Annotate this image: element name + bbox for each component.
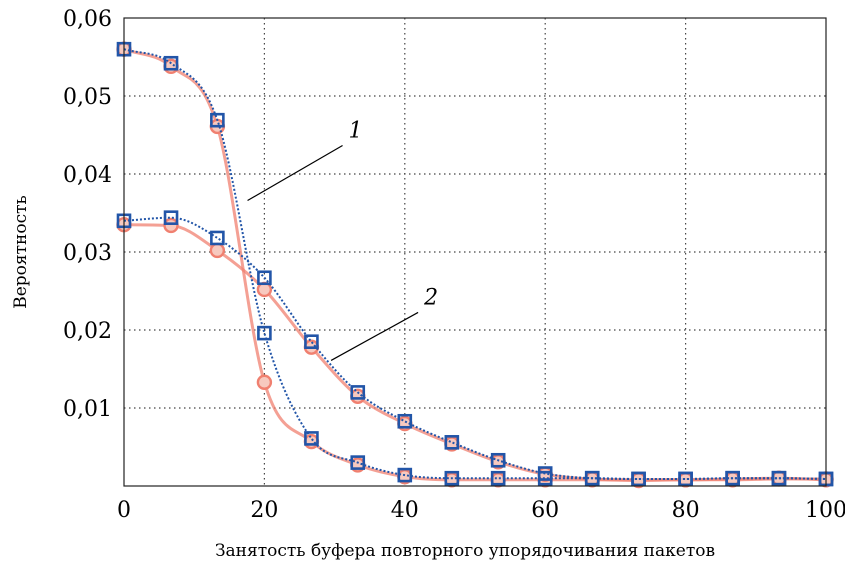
y-tick-label: 0,05 xyxy=(63,85,112,110)
series-line xyxy=(123,216,827,480)
data-point-square xyxy=(444,435,460,450)
data-point-square xyxy=(537,466,553,481)
plot-frame xyxy=(123,17,827,487)
curve-label-1: 1 xyxy=(349,119,363,144)
y-tick-label: 0,01 xyxy=(63,397,112,422)
series-curve-1-blue xyxy=(116,41,834,487)
data-point-square xyxy=(163,210,179,225)
data-point-circle xyxy=(350,388,366,404)
x-tick-label: 60 xyxy=(531,498,559,523)
x-tick-label: 40 xyxy=(391,498,419,523)
data-point-square xyxy=(210,230,225,246)
tick-layer: 0 20 40 60 80 100 0,01 0,02 0,03 0,04 0,05 0,06 xyxy=(63,7,845,523)
x-axis-label: Занятость буфера повторного упорядочиван… xyxy=(215,541,715,561)
annotation-leader-line xyxy=(247,145,343,202)
data-point-square xyxy=(725,470,740,486)
y-tick-label: 0,02 xyxy=(63,319,112,344)
series-curve-2-pink xyxy=(116,216,834,488)
data-point-square xyxy=(678,471,693,487)
grid-layer xyxy=(124,18,826,486)
data-point-square xyxy=(257,270,272,286)
y-tick-label: 0,04 xyxy=(63,163,112,188)
data-point-square xyxy=(210,112,225,128)
annotation-layer: 12 xyxy=(247,119,438,361)
x-tick-label: 0 xyxy=(117,498,131,523)
data-point-square xyxy=(584,470,600,486)
data-point-square xyxy=(490,452,506,468)
data-point-square xyxy=(397,413,413,429)
data-point-square xyxy=(350,385,366,400)
series-curve-1-pink xyxy=(116,41,834,489)
x-tick-label: 20 xyxy=(250,498,278,523)
data-point-circle xyxy=(256,374,273,390)
series-layer xyxy=(116,41,834,489)
data-point-square xyxy=(771,470,787,486)
data-point-square xyxy=(304,334,319,350)
data-point-circle xyxy=(303,433,320,450)
y-tick-label: 0,03 xyxy=(63,241,112,266)
series-line xyxy=(123,48,827,480)
data-point-circle xyxy=(163,58,179,75)
data-point-circle xyxy=(209,242,226,259)
data-point-square xyxy=(444,470,460,486)
data-point-square xyxy=(397,467,413,483)
y-axis-label: Вероятность xyxy=(11,195,31,309)
data-point-square xyxy=(631,471,646,487)
data-point-square xyxy=(163,55,179,71)
curve-label-2: 2 xyxy=(423,285,438,310)
data-point-square xyxy=(490,470,506,486)
series-curve-2-blue xyxy=(116,210,834,487)
x-tick-label: 80 xyxy=(672,498,700,523)
data-point-square xyxy=(350,455,366,470)
data-point-square xyxy=(304,431,319,446)
x-tick-label: 100 xyxy=(805,498,845,523)
y-tick-label: 0,06 xyxy=(63,7,112,32)
series-line xyxy=(123,47,826,483)
series-line xyxy=(123,223,827,482)
annotation-leader-line xyxy=(330,311,419,361)
data-point-circle xyxy=(163,217,179,234)
data-point-square xyxy=(257,325,272,341)
